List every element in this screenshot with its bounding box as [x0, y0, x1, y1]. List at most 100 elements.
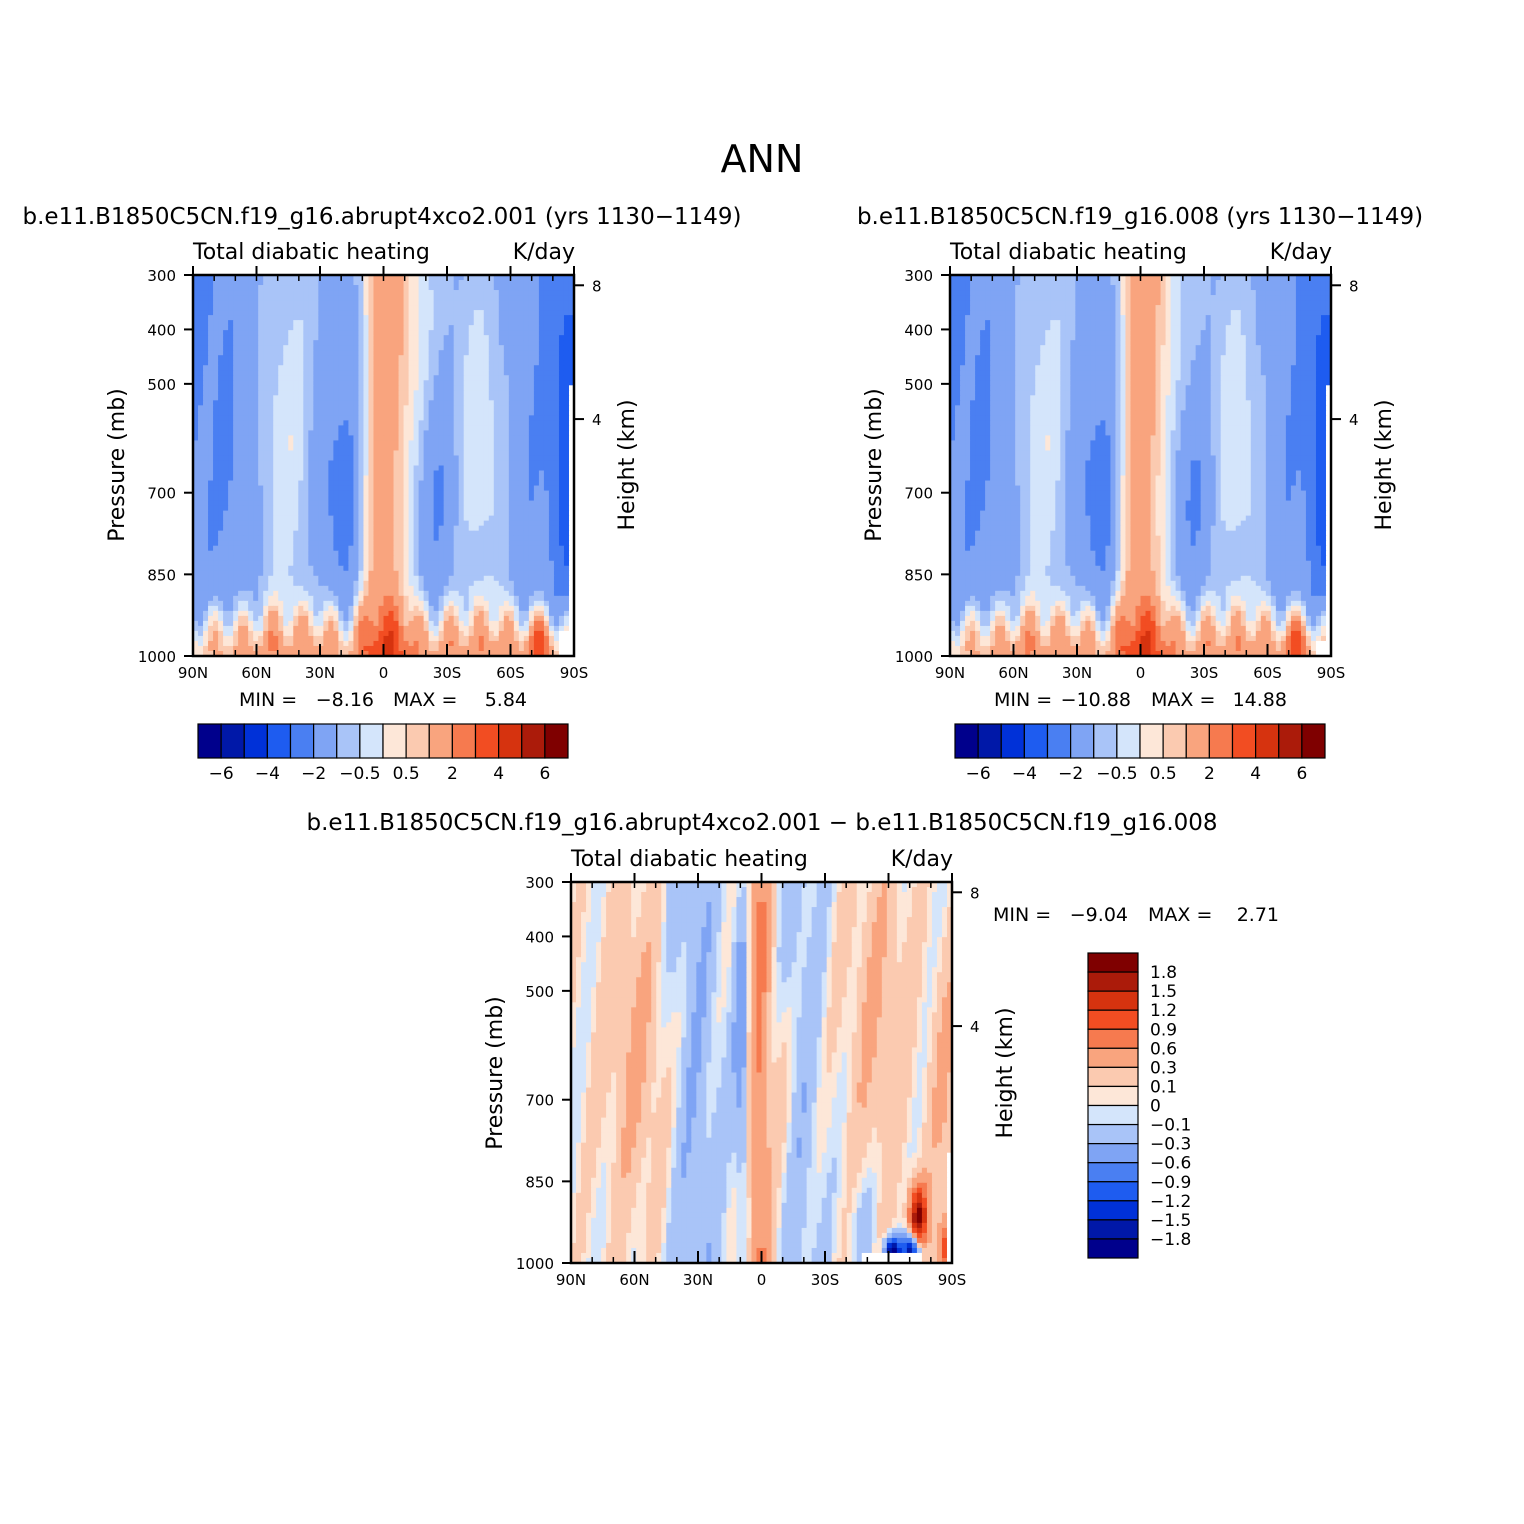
heatmap-cell	[243, 325, 249, 331]
heatmap-cell	[398, 455, 405, 462]
heatmap-cell	[193, 275, 199, 281]
heatmap-cell	[228, 480, 234, 487]
heatmap-cell	[328, 305, 334, 311]
heatmap-cell	[208, 335, 214, 341]
heatmap-cell	[568, 520, 575, 527]
heatmap-cell	[553, 530, 560, 537]
heatmap-cell	[418, 540, 425, 547]
heatmap-cell	[518, 380, 525, 386]
heatmap-cell	[358, 330, 365, 336]
heatmap-cell	[493, 540, 500, 547]
heatmap-cell	[443, 390, 450, 396]
heatmap-cell	[273, 475, 279, 482]
heatmap-cell	[328, 590, 334, 597]
heatmap-cell	[518, 435, 525, 442]
heatmap-cell	[433, 545, 440, 552]
heatmap-cell	[248, 355, 254, 361]
heatmap-cell	[223, 300, 229, 306]
heatmap-cell	[463, 370, 470, 376]
heatmap-cell	[373, 515, 380, 522]
heatmap-cell	[433, 495, 440, 502]
heatmap-cell	[343, 315, 349, 321]
heatmap-cell	[228, 465, 234, 472]
heatmap-cell	[323, 535, 329, 542]
heatmap-cell	[218, 415, 224, 421]
heatmap-cell	[433, 385, 440, 391]
heatmap-cell	[233, 370, 239, 376]
heatmap-cell	[468, 565, 475, 572]
heatmap-cell	[568, 590, 575, 597]
heatmap-cell	[368, 490, 375, 497]
heatmap-cell	[208, 480, 214, 487]
heatmap-cell	[443, 400, 450, 406]
heatmap-cell	[208, 580, 214, 587]
heatmap-cell	[328, 540, 334, 547]
heatmap-cell	[508, 405, 515, 411]
heatmap-cell	[203, 585, 209, 592]
heatmap-cell	[353, 440, 360, 447]
heatmap-cell	[233, 495, 239, 502]
heatmap-cell	[293, 275, 299, 281]
heatmap-cell	[473, 525, 480, 532]
heatmap-cell	[488, 575, 495, 582]
heatmap-cell	[288, 320, 294, 326]
heatmap-cell	[478, 485, 485, 492]
heatmap-cell	[203, 445, 209, 452]
heatmap-cell	[493, 405, 500, 411]
heatmap-cell	[508, 485, 515, 492]
heatmap-cell	[318, 590, 324, 597]
heatmap-cell	[463, 490, 470, 497]
heatmap-cell	[333, 470, 339, 477]
heatmap-cell	[513, 350, 520, 356]
heatmap-cell	[448, 345, 455, 351]
heatmap-cell	[273, 335, 279, 341]
heatmap-cell	[563, 505, 570, 512]
heatmap-cell	[563, 490, 570, 497]
heatmap-cell	[508, 440, 515, 447]
heatmap-cell	[458, 415, 465, 421]
heatmap-cell	[288, 290, 294, 296]
heatmap-cell	[568, 515, 575, 522]
heatmap-cell	[233, 465, 239, 472]
heatmap-cell	[393, 500, 400, 507]
heatmap-cell	[353, 530, 360, 537]
heatmap-cell	[458, 325, 465, 331]
heatmap-cell	[283, 435, 289, 442]
heatmap-cell	[513, 475, 520, 482]
heatmap-cell	[388, 545, 395, 552]
heatmap-cell	[563, 545, 570, 552]
heatmap-cell	[498, 400, 505, 406]
heatmap-cell	[518, 325, 525, 331]
heatmap-cell	[403, 560, 410, 567]
heatmap-cell	[338, 560, 344, 567]
heatmap-cell	[258, 585, 264, 592]
heatmap-cell	[443, 480, 450, 487]
heatmap-cell	[338, 445, 344, 452]
heatmap-cell	[438, 575, 445, 582]
heatmap-cell	[313, 465, 319, 472]
heatmap-cell	[538, 375, 545, 381]
heatmap-cell	[258, 595, 264, 602]
heatmap-cell	[418, 340, 425, 346]
heatmap-cell	[408, 435, 415, 442]
heatmap-cell	[348, 400, 355, 406]
heatmap-cell	[523, 490, 530, 497]
heatmap-cell	[308, 350, 314, 356]
heatmap-cell	[373, 455, 380, 462]
heatmap-cell	[203, 480, 209, 487]
heatmap-cell	[393, 430, 400, 437]
heatmap-cell	[358, 410, 365, 416]
heatmap-cell	[493, 390, 500, 396]
heatmap-cell	[238, 500, 244, 507]
heatmap-cell	[263, 525, 269, 532]
heatmap-cell	[353, 285, 360, 291]
heatmap-cell	[373, 400, 380, 406]
heatmap-cell	[463, 480, 470, 487]
heatmap-cell	[453, 440, 460, 447]
heatmap-cell	[543, 450, 550, 457]
heatmap-cell	[438, 340, 445, 346]
heatmap-cell	[408, 360, 415, 366]
heatmap-cell	[313, 395, 319, 401]
heatmap-cell	[488, 455, 495, 462]
heatmap-cell	[568, 415, 575, 421]
